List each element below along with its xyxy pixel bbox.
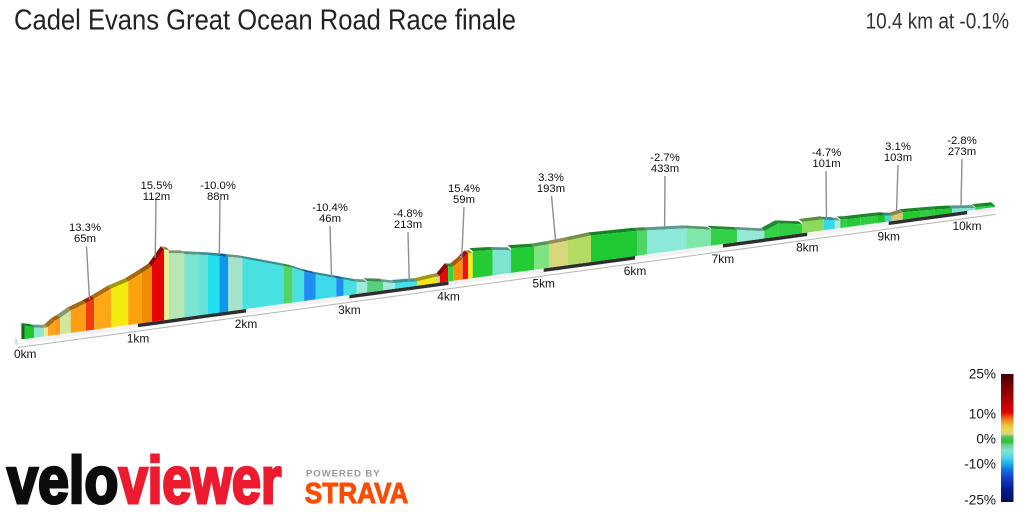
- svg-text:88m: 88m: [207, 191, 229, 203]
- svg-text:7km: 7km: [712, 252, 735, 266]
- svg-text:10.4 km at -0.1%: 10.4 km at -0.1%: [866, 8, 1009, 33]
- svg-text:Cadel Evans Great Ocean Road R: Cadel Evans Great Ocean Road Race finale: [14, 4, 516, 36]
- svg-text:15.5%: 15.5%: [140, 180, 172, 192]
- svg-text:103m: 103m: [884, 152, 912, 164]
- svg-text:193m: 193m: [537, 183, 565, 195]
- svg-text:273m: 273m: [948, 146, 976, 158]
- svg-text:8km: 8km: [796, 241, 819, 255]
- svg-text:velo: velo: [7, 443, 118, 512]
- svg-text:3km: 3km: [338, 303, 361, 317]
- svg-text:-25%: -25%: [964, 492, 996, 507]
- svg-text:433m: 433m: [651, 163, 679, 175]
- svg-text:65m: 65m: [74, 233, 96, 245]
- svg-text:10%: 10%: [969, 406, 996, 421]
- svg-text:10km: 10km: [952, 219, 981, 233]
- svg-text:46m: 46m: [319, 213, 341, 225]
- svg-text:1km: 1km: [127, 332, 150, 346]
- svg-text:-4.8%: -4.8%: [393, 208, 423, 220]
- svg-text:4km: 4km: [437, 289, 460, 303]
- svg-text:-4.7%: -4.7%: [812, 147, 842, 159]
- svg-text:-2.7%: -2.7%: [650, 152, 680, 164]
- svg-text:5km: 5km: [532, 276, 555, 290]
- svg-text:-2.8%: -2.8%: [947, 135, 977, 147]
- svg-text:25%: 25%: [969, 367, 996, 382]
- svg-text:0%: 0%: [976, 431, 996, 446]
- svg-text:-10%: -10%: [964, 456, 996, 471]
- svg-text:3.3%: 3.3%: [538, 172, 564, 184]
- svg-text:13.3%: 13.3%: [69, 222, 101, 234]
- svg-text:59m: 59m: [453, 194, 475, 206]
- svg-text:STRAVA: STRAVA: [305, 478, 409, 510]
- svg-text:2km: 2km: [235, 317, 258, 331]
- svg-text:112m: 112m: [143, 191, 170, 203]
- svg-text:213m: 213m: [394, 219, 422, 231]
- svg-text:6km: 6km: [624, 264, 647, 278]
- svg-text:9km: 9km: [877, 230, 900, 244]
- svg-text:viewer: viewer: [119, 443, 282, 512]
- svg-text:0km: 0km: [14, 347, 37, 361]
- svg-text:POWERED BY: POWERED BY: [306, 468, 381, 479]
- svg-text:-10.4%: -10.4%: [312, 202, 348, 214]
- svg-text:-10.0%: -10.0%: [200, 180, 236, 192]
- svg-text:15.4%: 15.4%: [448, 183, 480, 195]
- svg-text:101m: 101m: [812, 158, 840, 170]
- svg-text:3.1%: 3.1%: [885, 141, 911, 153]
